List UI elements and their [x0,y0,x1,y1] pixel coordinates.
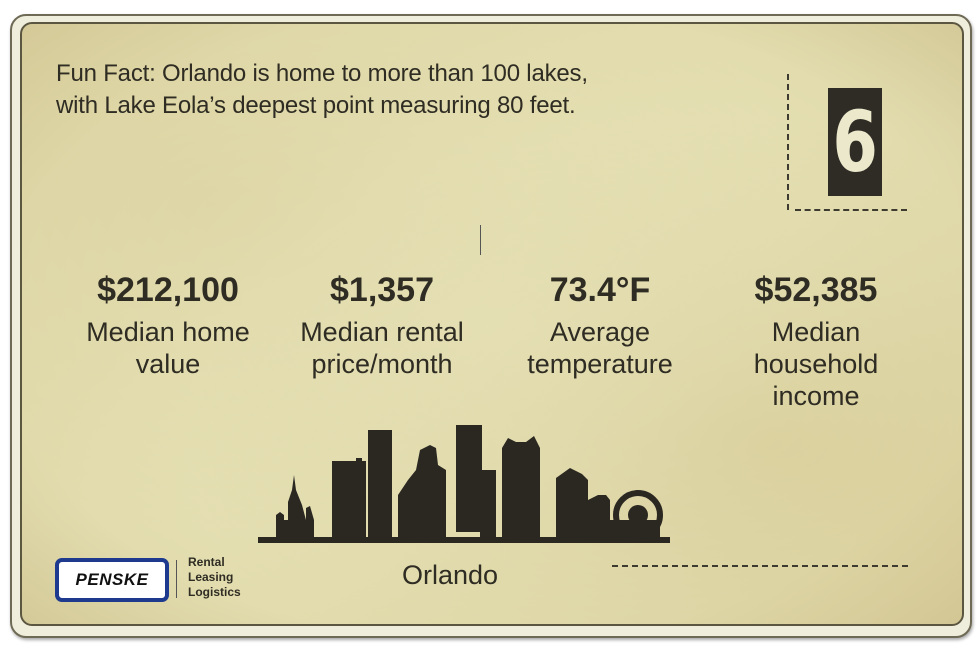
stat-value: $1,357 [330,271,434,309]
penske-wordmark: PENSKE [75,570,149,589]
stat-value: $212,100 [97,271,239,309]
stat-value: 73.4°F [549,271,651,309]
penske-logo: PENSKE [55,558,169,602]
bottom-dashed-line [612,565,908,567]
stat-label-line: Average [549,317,651,347]
stat-average-temperature: 73.4°F Average temperature [500,270,700,380]
orlando-skyline-icon [258,425,670,543]
stat-label-line: Median [771,317,861,347]
fun-fact-line-2: with Lake Eola’s deepest point measuring… [56,92,576,119]
stat-label: Median home value [68,316,268,380]
stat-label-line: value [135,349,201,379]
logo-separator [176,560,177,598]
stat-label: Median rental price/month [282,316,482,380]
stamp-dashed-vertical [787,74,789,210]
stat-median-home-value: $212,100 Median home value [68,270,268,380]
stat-label-line: Median home [86,317,250,347]
stat-label-line: temperature [527,349,673,379]
stat-median-household-income: $52,385 Median household income [716,270,916,412]
stat-label: Median household income [716,316,916,412]
stat-label-line: Median rental [300,317,464,347]
stat-label-line: price/month [311,349,453,379]
rank-number: 6 [832,93,878,191]
penske-tagline: Rental Leasing Logistics [188,555,241,600]
rank-badge: 6 [828,88,882,196]
stat-label: Average temperature [500,316,700,380]
stamp-dashed-horizontal [795,209,907,211]
stat-value: $52,385 [754,271,878,309]
stat-label-line: household [753,349,879,379]
city-name: Orlando [401,560,499,590]
divider-tick [480,225,481,255]
tagline-rental: Rental [188,555,225,569]
fun-fact-text: Fun Fact: Orlando is home to more than 1… [56,58,588,122]
stat-median-rental: $1,357 Median rental price/month [282,270,482,380]
tagline-logistics: Logistics [188,585,241,599]
tagline-leasing: Leasing [188,570,234,584]
stat-label-line: income [772,381,860,411]
fun-fact-line-1: Fun Fact: Orlando is home to more than 1… [56,60,588,87]
